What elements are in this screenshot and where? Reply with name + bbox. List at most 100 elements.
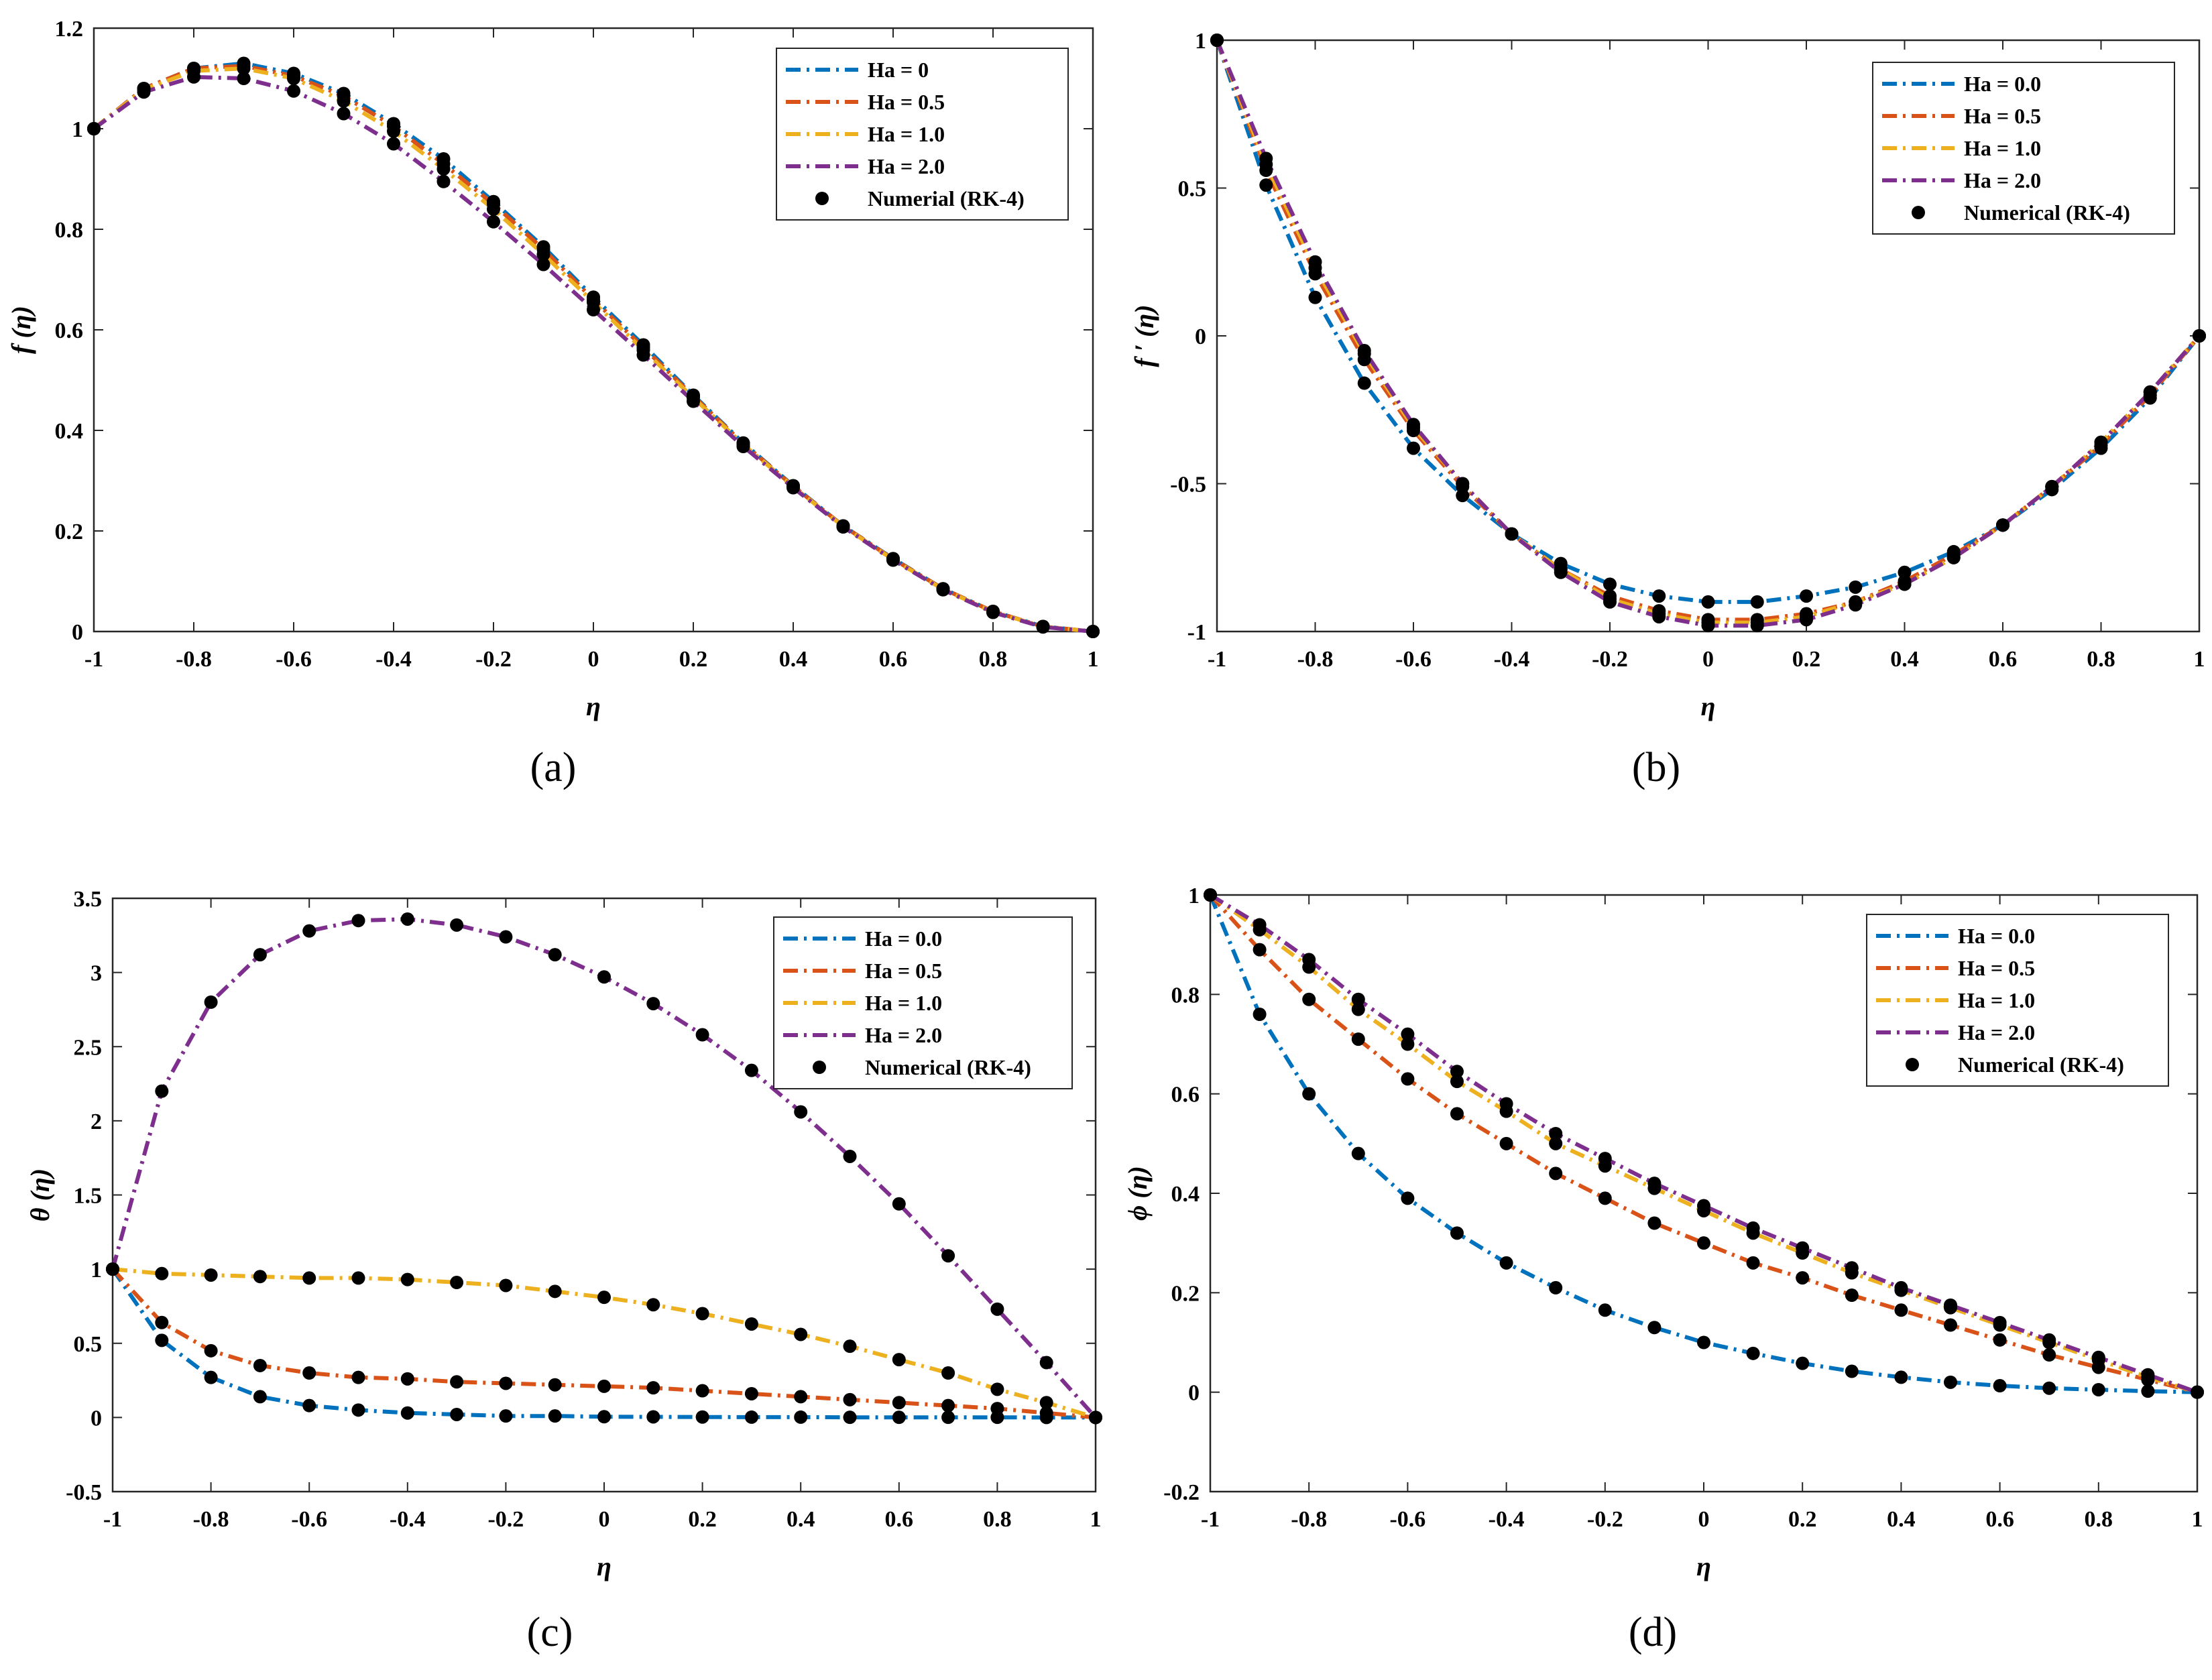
x-tick-label: -0.8	[1297, 647, 1334, 672]
data-point	[436, 162, 451, 176]
data-point	[892, 1197, 906, 1211]
data-point	[744, 1410, 758, 1424]
panel-caption: (a)	[530, 745, 577, 790]
data-point	[351, 1403, 365, 1417]
x-tick-label: 0.6	[1985, 1507, 2014, 1532]
data-point	[187, 70, 200, 84]
data-point	[204, 995, 218, 1009]
legend-label-2: Ha = 1.0	[868, 122, 945, 146]
data-point	[1603, 595, 1617, 609]
data-point	[1302, 992, 1316, 1006]
x-tick-label: -0.4	[375, 647, 412, 672]
data-point	[2091, 1382, 2105, 1396]
data-point	[1039, 1356, 1053, 1370]
x-tick-label: -0.6	[291, 1507, 327, 1532]
data-point	[744, 1063, 758, 1077]
data-point	[1204, 888, 1217, 902]
data-point	[794, 1105, 808, 1119]
x-tick-label: -0.2	[1587, 1507, 1623, 1532]
data-point	[990, 1302, 1004, 1316]
data-point	[548, 948, 562, 962]
data-point	[1549, 1136, 1563, 1150]
data-point	[990, 1382, 1004, 1396]
legend-label-0: Ha = 0.0	[865, 926, 942, 951]
x-axis-label: η	[597, 1551, 612, 1581]
data-point	[1499, 1136, 1513, 1150]
y-tick-label: -0.5	[1170, 473, 1206, 497]
data-point	[646, 1381, 660, 1395]
data-point	[1701, 619, 1715, 633]
data-point	[787, 481, 800, 495]
data-point	[204, 1370, 218, 1384]
data-point	[1456, 477, 1470, 491]
data-point	[450, 1407, 464, 1421]
data-point	[1946, 550, 1961, 564]
data-point	[2191, 1385, 2204, 1399]
data-point	[1849, 598, 1863, 612]
data-point	[744, 1317, 758, 1331]
legend-label-1: Ha = 0.5	[865, 959, 942, 983]
x-tick-label: 0.8	[2085, 1507, 2113, 1532]
data-point	[1351, 1146, 1365, 1160]
data-point	[1647, 1177, 1662, 1191]
data-point	[1302, 1087, 1316, 1101]
data-point	[1750, 619, 1764, 633]
legend-label-1: Ha = 0.5	[1964, 104, 2041, 128]
legend-label-3: Ha = 2.0	[865, 1023, 942, 1047]
data-point	[695, 1307, 709, 1321]
data-point	[646, 1410, 660, 1424]
data-point	[351, 1370, 365, 1384]
data-point	[892, 1396, 906, 1410]
data-point	[1039, 1406, 1053, 1420]
legend-label-3: Ha = 2.0	[1958, 1020, 2035, 1044]
legend: Ha = 0.0 Ha = 0.5 Ha = 1.0 Ha = 2.0 Numerica…	[1872, 62, 2175, 235]
data-point	[400, 1372, 414, 1386]
x-tick-label: -0.6	[1389, 1507, 1425, 1532]
data-point	[695, 1410, 709, 1424]
data-point	[1554, 565, 1568, 579]
data-point	[1944, 1298, 1957, 1312]
data-point	[1746, 1221, 1760, 1235]
data-point	[695, 1384, 709, 1398]
data-point	[941, 1398, 955, 1413]
x-tick-label: 0.4	[779, 647, 808, 672]
data-point	[2042, 1381, 2056, 1395]
data-point	[1499, 1097, 1513, 1111]
y-tick-label: 0	[91, 1406, 102, 1431]
x-tick-label: 0	[588, 647, 599, 672]
x-tick-label: 1	[2194, 647, 2205, 672]
legend-marker	[1912, 206, 1925, 219]
data-point	[1845, 1364, 1859, 1378]
y-tick-label: 0	[1188, 1381, 1200, 1406]
y-tick-label: 2.5	[74, 1035, 103, 1060]
data-point	[536, 247, 550, 261]
x-tick-label: -1	[1208, 647, 1226, 672]
y-tick-label: -1	[1187, 620, 1206, 645]
data-point	[646, 1298, 660, 1312]
data-point	[1697, 1199, 1710, 1213]
x-tick-label: 0	[1698, 1507, 1710, 1532]
x-axis-label: η	[1701, 691, 1716, 721]
y-tick-label: 0.8	[1171, 983, 1200, 1008]
data-point	[941, 1411, 955, 1425]
data-point	[400, 912, 414, 926]
y-tick-label: 1	[1188, 884, 1200, 908]
data-point	[695, 1028, 709, 1042]
y-axis-label: f (η)	[6, 306, 36, 354]
x-tick-label: -1	[1201, 1507, 1220, 1532]
data-point	[1253, 1008, 1267, 1021]
series-line-0	[111, 1268, 1096, 1420]
chart-panel-2: -1 -0.8 -0.6 -0.4 -0.2 0 0.2 0.4 0.6 0.8 1 -0.5 0 0.5…	[25, 887, 1102, 1655]
data-point	[499, 1409, 513, 1423]
data-point	[302, 924, 316, 938]
data-point	[436, 174, 451, 188]
data-point	[400, 1272, 414, 1286]
x-tick-label: 0.2	[688, 1507, 717, 1532]
data-point	[253, 1270, 267, 1284]
x-tick-label: -0.4	[390, 1507, 426, 1532]
data-point	[597, 1291, 611, 1305]
data-point	[1450, 1065, 1464, 1079]
data-point	[1401, 1072, 1415, 1086]
data-point	[337, 94, 351, 108]
y-tick-label: 0.4	[1171, 1182, 1200, 1207]
